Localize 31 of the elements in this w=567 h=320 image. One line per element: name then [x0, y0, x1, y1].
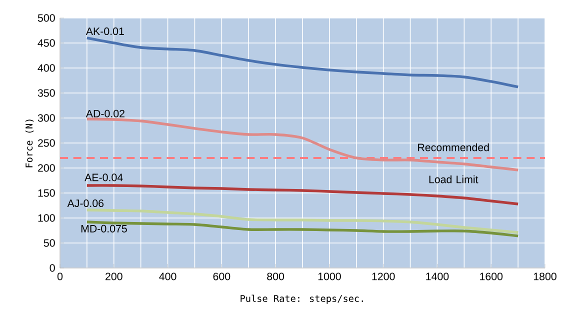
y-tick-label: 450: [38, 39, 55, 47]
x-tick-label: 400: [159, 272, 176, 280]
y-tick-label: 150: [38, 189, 55, 197]
x-tick-label: 1200: [372, 272, 395, 280]
series-label: AJ-0.06: [67, 200, 104, 208]
series-label: AK-0.01: [86, 28, 124, 36]
x-tick-label: 800: [267, 272, 284, 280]
y-tick-label: 100: [38, 214, 55, 222]
series-label: MD-0.075: [81, 224, 127, 232]
y-tick-label: 300: [38, 114, 55, 122]
text: Recommended Load Limit: [418, 143, 489, 184]
y-axis-title: Force (N): [25, 120, 34, 168]
y-tick-label: 0: [50, 264, 55, 272]
x-tick-label: 200: [106, 272, 122, 280]
x-tick-label: 600: [213, 272, 230, 280]
x-tick-label: 1600: [480, 272, 503, 280]
line-series: [86, 36, 520, 88]
x-tick-label: 1400: [426, 272, 449, 280]
y-tick-label: 50: [44, 239, 55, 247]
x-tick-label: 1800: [534, 272, 556, 280]
x-tick-label: 0: [57, 272, 63, 280]
line-series: [86, 118, 520, 172]
y-tick-label: 250: [38, 139, 55, 147]
x-tick-label: 1000: [318, 272, 341, 280]
y-tick-label: 500: [38, 14, 55, 22]
series-label: AE-0.04: [84, 174, 123, 182]
y-tick-label: 400: [38, 64, 55, 72]
x-axis-title: Pulse Rate: steps/sec.: [240, 294, 363, 304]
series-label: AD-0.02: [86, 110, 124, 118]
y-tick-label: 200: [38, 164, 55, 172]
y-tick-label: 350: [38, 89, 55, 97]
